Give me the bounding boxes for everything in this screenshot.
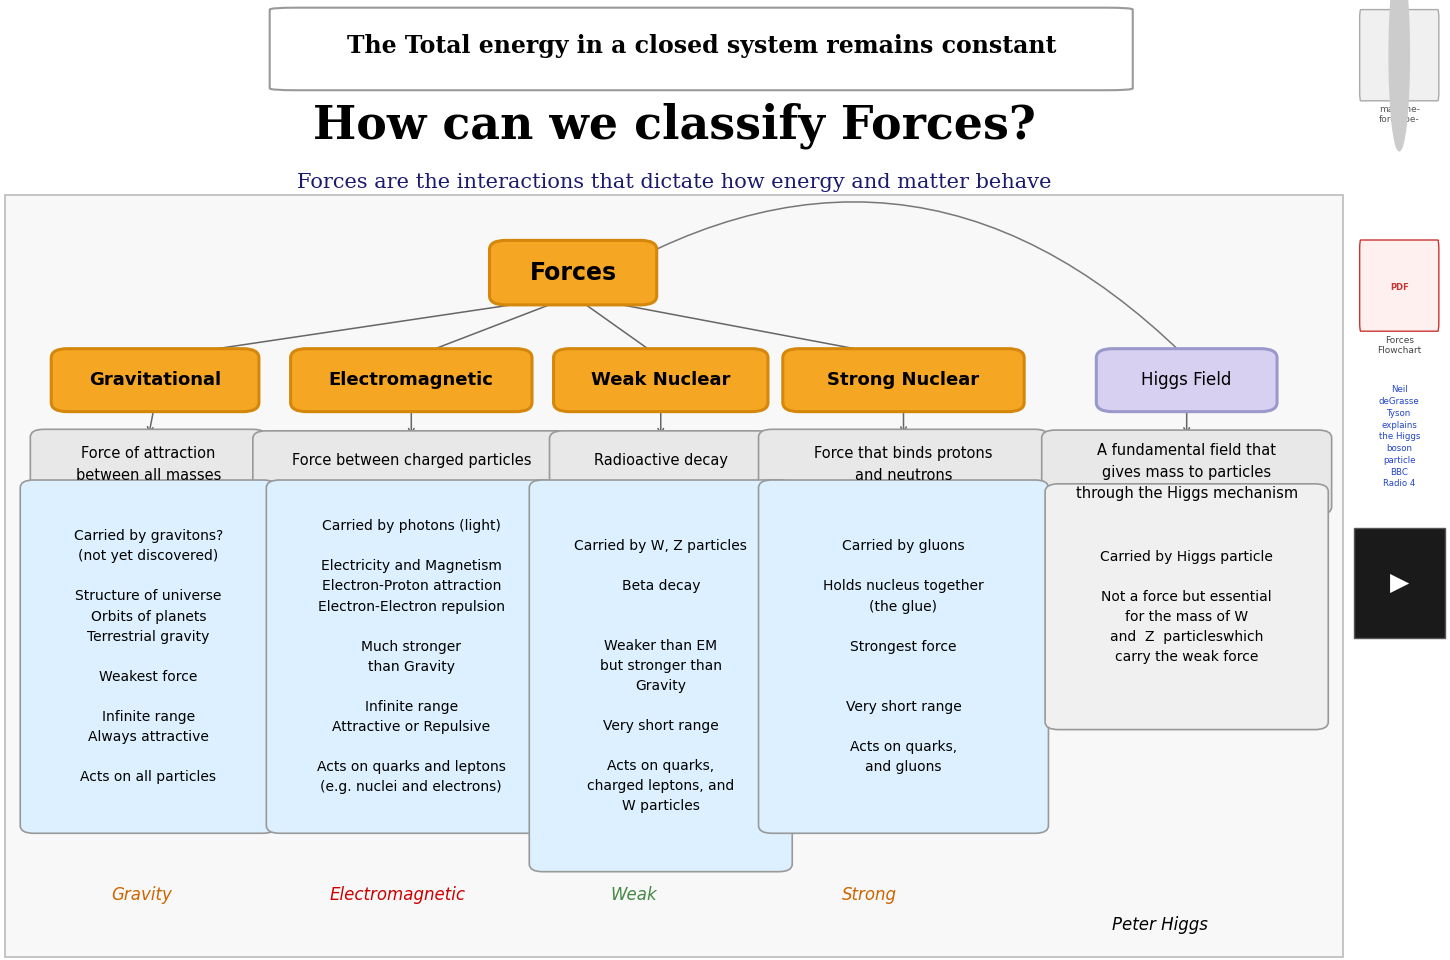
Text: may-the-
force-be-
...: may-the- force-be- ...: [1379, 105, 1420, 135]
FancyBboxPatch shape: [1045, 484, 1328, 730]
Text: How can we classify Forces?: How can we classify Forces?: [313, 103, 1035, 149]
Text: Carried by photons (light)

Electricity and Magnetism
Electron-Proton attraction: Carried by photons (light) Electricity a…: [318, 519, 506, 794]
Text: Forces
Flowchart: Forces Flowchart: [1378, 336, 1421, 355]
FancyBboxPatch shape: [554, 348, 768, 412]
Text: Force between charged particles: Force between charged particles: [291, 453, 531, 468]
Text: Strong: Strong: [842, 886, 898, 903]
Text: Electromagnetic: Electromagnetic: [329, 886, 465, 903]
Text: Weak: Weak: [610, 886, 657, 903]
FancyBboxPatch shape: [1360, 10, 1438, 101]
FancyBboxPatch shape: [6, 195, 1343, 957]
FancyBboxPatch shape: [1096, 348, 1277, 412]
Text: Carried by W, Z particles

Beta decay


Weaker than EM
but stronger than
Gravity: Carried by W, Z particles Beta decay Wea…: [574, 539, 747, 813]
Text: Carried by gravitons?
(not yet discovered)

Structure of universe
Orbits of plan: Carried by gravitons? (not yet discovere…: [74, 529, 223, 784]
Text: Peter Higgs: Peter Higgs: [1112, 917, 1208, 934]
Text: Higgs Field: Higgs Field: [1141, 372, 1232, 389]
FancyBboxPatch shape: [1360, 240, 1438, 331]
Text: Forces: Forces: [529, 260, 616, 284]
Text: Force of attraction
between all masses: Force of attraction between all masses: [75, 446, 220, 483]
FancyBboxPatch shape: [30, 429, 267, 500]
Text: Neil
deGrasse
Tyson
explains
the Higgs
boson
particle
BBC
Radio 4: Neil deGrasse Tyson explains the Higgs b…: [1379, 385, 1420, 489]
Text: Weak Nuclear: Weak Nuclear: [592, 372, 731, 389]
FancyBboxPatch shape: [252, 431, 570, 491]
Text: Forces are the interactions that dictate how energy and matter behave: Forces are the interactions that dictate…: [297, 173, 1051, 192]
Text: A fundamental field that
gives mass to particles
through the Higgs mechanism: A fundamental field that gives mass to p…: [1076, 444, 1298, 501]
FancyBboxPatch shape: [550, 431, 771, 491]
Circle shape: [1389, 0, 1409, 151]
Text: Strong Nuclear: Strong Nuclear: [828, 372, 980, 389]
Text: Gravitational: Gravitational: [88, 372, 222, 389]
FancyBboxPatch shape: [270, 8, 1132, 90]
Text: Carried by Higgs particle

Not a force but essential
for the mass of W
and  Z  p: Carried by Higgs particle Not a force bu…: [1101, 549, 1273, 664]
FancyBboxPatch shape: [290, 348, 532, 412]
FancyBboxPatch shape: [20, 480, 277, 833]
Text: ▶: ▶: [1389, 570, 1409, 594]
FancyBboxPatch shape: [1041, 430, 1331, 515]
Text: Gravity: Gravity: [112, 886, 173, 903]
Text: The Total energy in a closed system remains constant: The Total energy in a closed system rema…: [347, 35, 1056, 59]
FancyBboxPatch shape: [758, 429, 1048, 500]
FancyBboxPatch shape: [267, 480, 557, 833]
Text: Carried by gluons

Holds nucleus together
(the glue)

Strongest force


Very sho: Carried by gluons Holds nucleus together…: [824, 540, 985, 774]
FancyBboxPatch shape: [758, 480, 1048, 833]
Text: Radioactive decay: Radioactive decay: [593, 453, 728, 468]
FancyBboxPatch shape: [51, 348, 260, 412]
FancyBboxPatch shape: [1354, 528, 1444, 638]
Text: PDF: PDF: [1391, 283, 1408, 293]
FancyBboxPatch shape: [783, 348, 1024, 412]
FancyBboxPatch shape: [490, 240, 657, 305]
FancyBboxPatch shape: [529, 480, 792, 872]
Text: Force that binds protons
and neutrons: Force that binds protons and neutrons: [815, 446, 993, 483]
Text: Electromagnetic: Electromagnetic: [329, 372, 494, 389]
